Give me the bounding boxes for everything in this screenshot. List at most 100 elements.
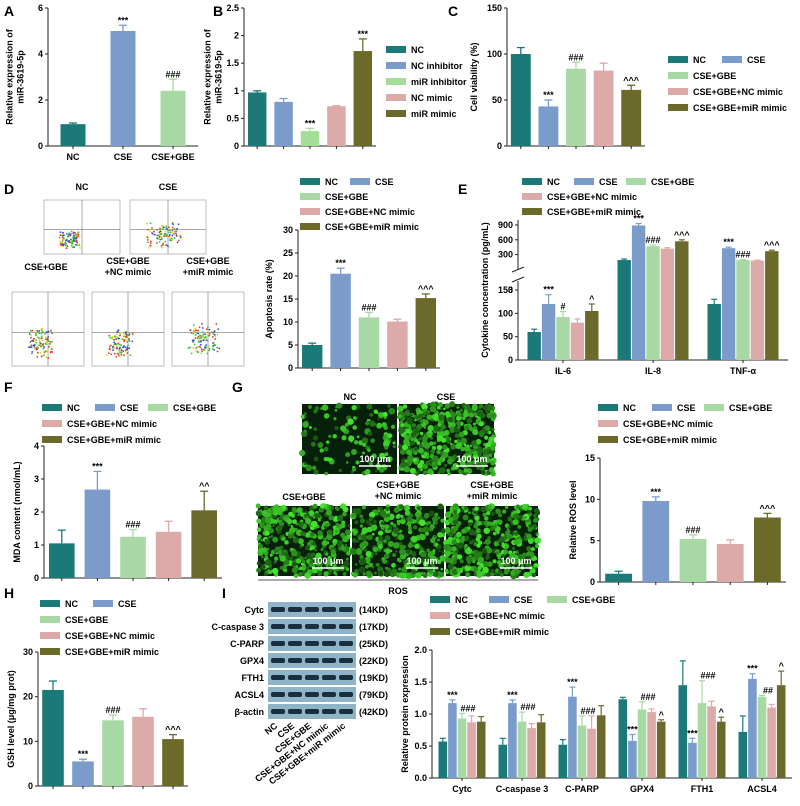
cell-signal xyxy=(517,524,522,529)
event-dot xyxy=(149,244,152,247)
cell-signal xyxy=(483,541,486,545)
cell-signal xyxy=(301,566,307,571)
event-dot xyxy=(113,347,116,350)
cell-signal xyxy=(340,503,347,510)
bar xyxy=(536,722,546,778)
cell-signal xyxy=(378,536,384,541)
event-dot xyxy=(48,343,51,345)
event-dot xyxy=(62,238,65,241)
event-dot xyxy=(38,332,41,335)
cell-signal xyxy=(490,511,496,516)
cell-signal xyxy=(433,534,436,538)
event-dot xyxy=(125,339,127,341)
legend-entry: NC xyxy=(65,599,78,609)
y-tick-label: 0 xyxy=(590,577,595,587)
significance-mark: *** xyxy=(507,690,518,700)
cell-signal xyxy=(369,412,374,417)
cell-signal xyxy=(410,535,418,543)
cell-signal xyxy=(428,510,435,517)
event-dot xyxy=(39,342,42,345)
cell-signal xyxy=(351,528,356,533)
cell-signal xyxy=(486,470,491,475)
cell-signal xyxy=(299,512,305,517)
cell-signal xyxy=(456,442,463,449)
cell-signal xyxy=(335,529,339,534)
event-dot xyxy=(132,334,134,336)
event-dot xyxy=(187,347,190,349)
event-dot xyxy=(179,234,181,236)
panel-label-f: F xyxy=(4,379,13,395)
legend-entry: CSE+GBE+miR mimic xyxy=(693,103,787,113)
event-dot xyxy=(109,336,112,339)
cell-signal xyxy=(432,521,436,525)
y-tick-label: 3 xyxy=(34,474,39,484)
image-caption: +NC mimic xyxy=(375,491,422,501)
cell-signal xyxy=(312,572,316,576)
cell-signal xyxy=(433,441,437,445)
cell-signal xyxy=(420,419,423,423)
bar-cse-gbe-mir-mimic xyxy=(191,510,218,578)
plot-caption: +miR mimic xyxy=(183,267,234,277)
cell-signal xyxy=(485,458,491,464)
legend-entry: CSE+GBE+NC mimic xyxy=(65,631,155,641)
cell-signal xyxy=(419,534,426,541)
cell-signal xyxy=(273,548,279,554)
blot-band xyxy=(305,607,319,612)
event-dot xyxy=(146,228,149,231)
cell-signal xyxy=(440,407,443,411)
cell-signal xyxy=(413,446,418,451)
cell-signal xyxy=(430,537,436,544)
event-dot xyxy=(44,333,46,335)
cell-signal xyxy=(351,405,357,411)
event-dot xyxy=(201,331,204,334)
cell-signal xyxy=(383,416,387,420)
event-dot xyxy=(111,338,114,340)
cell-signal xyxy=(418,527,423,533)
cell-signal xyxy=(406,455,414,462)
event-dot xyxy=(192,346,194,349)
cell-signal xyxy=(383,570,391,578)
significance-mark: ### xyxy=(640,692,655,702)
legend-swatch xyxy=(722,56,742,63)
bar xyxy=(738,731,748,778)
cell-signal xyxy=(429,441,434,446)
y-tick-label: 0.0 xyxy=(414,773,427,783)
event-dot xyxy=(195,350,198,353)
cell-signal xyxy=(361,534,368,542)
event-dot xyxy=(36,329,39,332)
event-dot xyxy=(162,226,165,229)
cell-signal xyxy=(366,560,370,564)
significance-mark: ^^^ xyxy=(623,75,640,85)
cell-signal xyxy=(402,404,408,409)
flow-cytometry-plot: CSE+GBE xyxy=(11,262,85,367)
event-dot xyxy=(75,239,78,242)
event-dot xyxy=(203,348,206,351)
cell-signal xyxy=(272,524,275,528)
cell-signal xyxy=(425,460,430,466)
significance-mark: *** xyxy=(627,724,638,734)
cell-signal xyxy=(340,532,346,538)
event-dot xyxy=(61,240,64,243)
event-dot xyxy=(59,234,62,237)
event-dot xyxy=(208,347,211,350)
cell-signal xyxy=(322,540,328,546)
cell-signal xyxy=(472,560,476,564)
event-dot xyxy=(32,344,35,347)
cell-signal xyxy=(334,425,339,431)
event-dot xyxy=(65,245,68,248)
bar-nc xyxy=(60,124,86,146)
cell-signal xyxy=(305,464,313,472)
bar xyxy=(527,728,536,778)
event-dot xyxy=(208,328,211,331)
cell-signal xyxy=(291,506,297,513)
event-dot xyxy=(33,340,36,343)
bar xyxy=(675,241,689,360)
event-dot xyxy=(44,342,47,345)
cell-signal xyxy=(522,503,528,510)
significance-mark: ### xyxy=(520,702,535,712)
cell-signal xyxy=(422,438,428,444)
cell-signal xyxy=(408,559,416,566)
y-axis-title-line: MDA content (nmol/mL) xyxy=(12,461,22,562)
cell-signal xyxy=(328,514,334,521)
cell-signal xyxy=(415,572,422,579)
